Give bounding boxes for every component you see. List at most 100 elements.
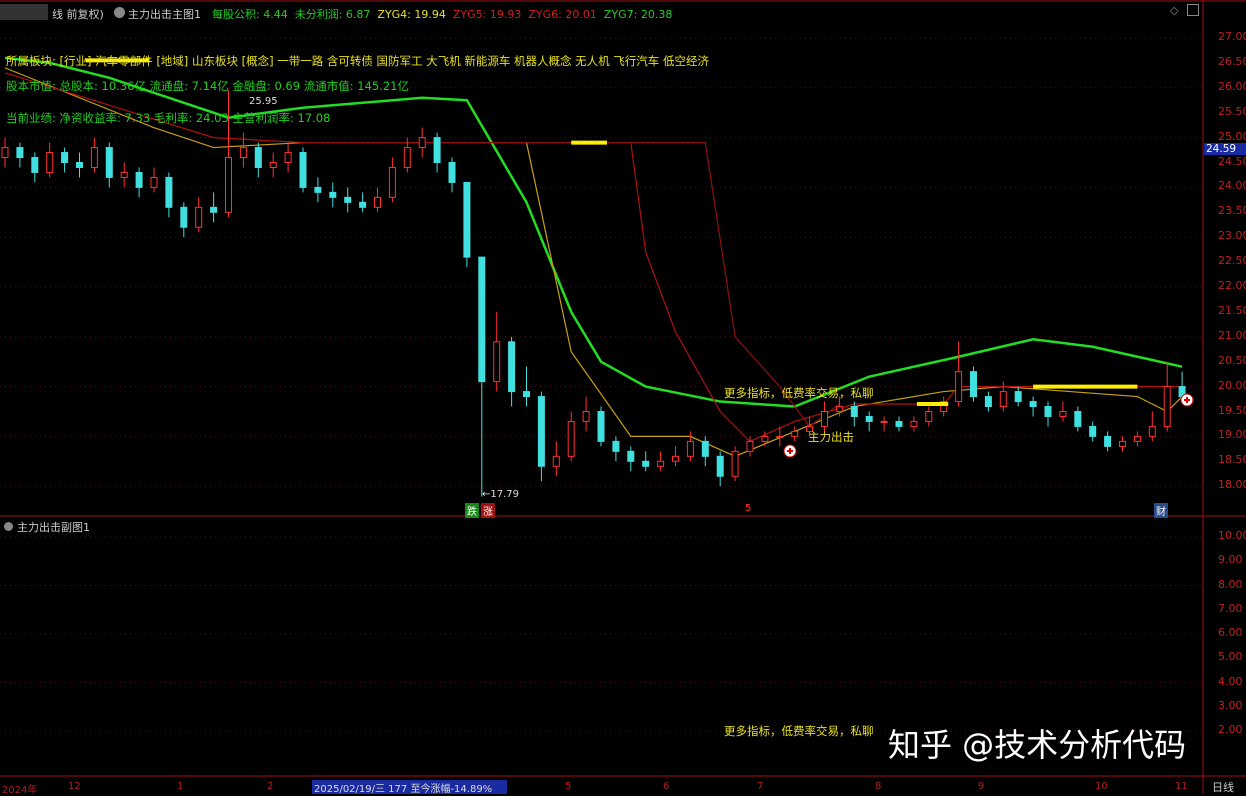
- price-tick: 18.50: [1218, 453, 1246, 467]
- promo-text: 更多指标，低费率交易，私聊: [724, 386, 874, 400]
- candle-body: [761, 435, 769, 442]
- period-label[interactable]: 日线: [1212, 781, 1234, 794]
- price-tick: 19.50: [1218, 403, 1246, 417]
- candle-body: [418, 137, 426, 149]
- candle-body: [120, 171, 128, 178]
- candle-body: [1104, 435, 1112, 447]
- panel-toggle-icon[interactable]: [1187, 4, 1199, 16]
- stat-5: ZYG7: 20.38: [603, 8, 673, 21]
- indicator-settings-icon[interactable]: [114, 7, 125, 18]
- candle-body: [388, 166, 396, 198]
- current-price-tag: 24.59: [1204, 143, 1246, 155]
- candle-body: [627, 450, 635, 462]
- price-tick: 25.50: [1218, 104, 1246, 118]
- price-mode[interactable]: 线 前复权): [52, 8, 104, 21]
- sub-tick: 7.00: [1218, 601, 1243, 615]
- main-indicator-name[interactable]: 主力出击主图1: [128, 8, 201, 21]
- stat-1: 未分利润: 6.87: [294, 8, 371, 21]
- sub-tick: 8.00: [1218, 577, 1243, 591]
- signal-label: 主力出击: [808, 430, 854, 444]
- date-highlight: 2025/02/19/三 177 至今涨幅-14.89%: [312, 780, 507, 795]
- candle-body: [195, 206, 203, 228]
- candle-body: [344, 196, 352, 203]
- candle-body: [791, 430, 799, 437]
- candle-body: [105, 147, 113, 178]
- stat-2: ZYG4: 19.94: [377, 8, 446, 21]
- candle-body: [284, 152, 292, 163]
- candle-body: [925, 411, 933, 422]
- candle-body: [597, 411, 605, 442]
- date-tick: 2: [267, 781, 274, 792]
- date-tick: 9: [978, 781, 985, 792]
- tag-down[interactable]: 跌: [465, 503, 479, 518]
- sub-settings-icon[interactable]: [4, 522, 13, 531]
- candle-body: [940, 401, 948, 413]
- candle-body: [865, 415, 873, 422]
- tag-finance[interactable]: 财: [1154, 503, 1168, 518]
- sub-tick: 4.00: [1218, 674, 1243, 688]
- candle-body: [776, 435, 784, 438]
- candle-body: [537, 396, 545, 467]
- candle-body: [1044, 406, 1052, 417]
- candle-body: [448, 162, 456, 183]
- price-tick: 26.00: [1218, 79, 1246, 93]
- tag-up[interactable]: 涨: [481, 503, 495, 518]
- date-tick: 11: [1175, 781, 1188, 792]
- candle-body: [970, 371, 977, 398]
- date-tick: 7: [757, 781, 764, 792]
- price-tick: 21.50: [1218, 303, 1246, 317]
- candle-body: [1119, 440, 1126, 447]
- candle-body: [552, 455, 560, 467]
- price-tick: 19.00: [1218, 428, 1246, 442]
- diamond-icon[interactable]: ◇: [1170, 4, 1179, 17]
- sub-tick: 5.00: [1218, 650, 1243, 664]
- candle-body: [135, 171, 143, 188]
- candle-body: [955, 371, 963, 403]
- sub-tick: 3.00: [1218, 698, 1243, 712]
- high-price-label: 25.95: [249, 96, 278, 107]
- low-price-label: ←17.79: [482, 489, 520, 500]
- stat-4: ZYG6: 20.01: [528, 8, 597, 21]
- date-tick: 8: [875, 781, 882, 792]
- candle-body: [1163, 386, 1171, 427]
- sub-pane-title: 主力出击副图1: [4, 519, 90, 535]
- candle-body: [806, 425, 814, 432]
- tag-5[interactable]: 5: [745, 503, 752, 514]
- price-tick: 21.00: [1218, 328, 1246, 342]
- candle-body: [984, 396, 992, 408]
- candle-body: [523, 391, 530, 398]
- candle-body: [46, 152, 54, 173]
- candle-body: [582, 411, 590, 422]
- date-tick: 12: [68, 781, 81, 792]
- stock-name-blurred: [0, 4, 48, 20]
- candle-body: [1074, 411, 1082, 427]
- candle-body: [433, 137, 441, 164]
- sub-indicator-name[interactable]: 主力出击副图1: [17, 521, 90, 534]
- date-tick: 1: [177, 781, 184, 792]
- candle-body: [180, 206, 188, 228]
- candle-body: [1089, 425, 1097, 437]
- candle-body: [910, 420, 918, 427]
- price-tick: 18.00: [1218, 478, 1246, 492]
- candle-body: [76, 162, 83, 168]
- candle-body: [359, 201, 367, 208]
- price-tick: 22.50: [1218, 254, 1246, 268]
- candle-body: [254, 147, 262, 168]
- candle-body: [1148, 425, 1156, 437]
- date-tick: 10: [1095, 781, 1108, 792]
- line-ZYG6: [303, 141, 840, 428]
- candle-body: [880, 420, 888, 423]
- candle-body: [478, 256, 486, 383]
- candle-body: [657, 460, 665, 467]
- candle-body: [999, 391, 1007, 408]
- price-tick: 23.00: [1218, 229, 1246, 243]
- candle-body: [508, 341, 516, 393]
- sub-tick: 6.00: [1218, 626, 1243, 639]
- price-tick: 26.50: [1218, 54, 1246, 68]
- candle-body: [895, 420, 903, 427]
- candle-body: [612, 440, 620, 452]
- price-tick: 22.00: [1218, 279, 1246, 292]
- candle-body: [821, 411, 828, 427]
- candle-body: [1133, 435, 1141, 442]
